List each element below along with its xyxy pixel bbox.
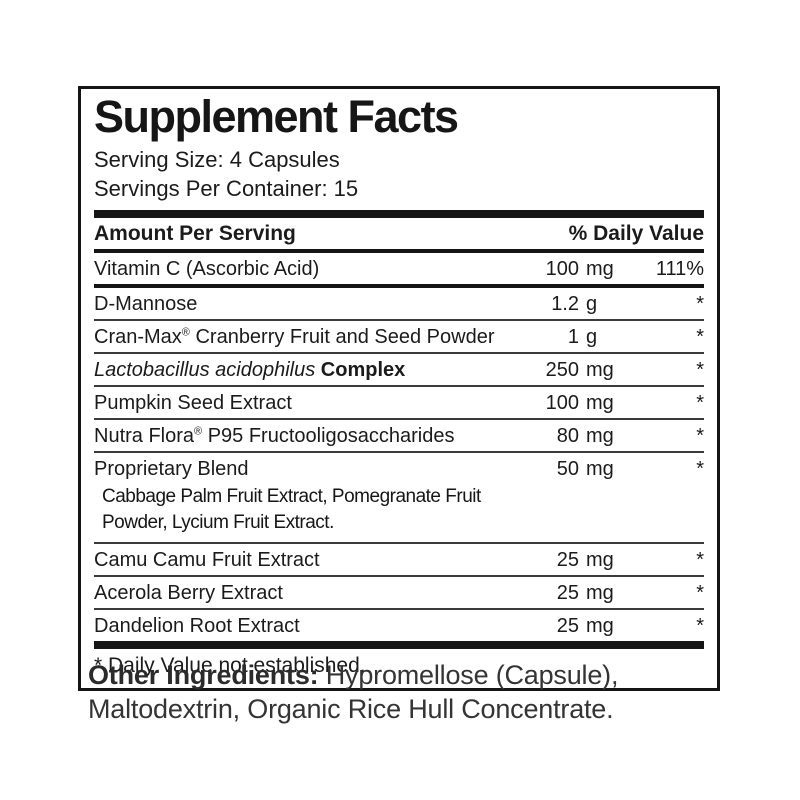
registered-trademark-symbol: ® bbox=[181, 325, 190, 338]
ingredient-amount: 1.2 bbox=[551, 292, 579, 315]
ingredient-name: D-Mannose bbox=[94, 292, 198, 315]
ingredient-daily-value: * bbox=[696, 581, 704, 604]
ingredient-daily-value: * bbox=[696, 358, 704, 381]
servings-per-container: Servings Per Container: 15 bbox=[94, 175, 359, 201]
ingredient-amount: 100 bbox=[545, 257, 579, 280]
other-ingredients: Other Ingredients: Hypromellose (Capsule… bbox=[88, 658, 698, 726]
ingredient-name: Cran-Max® Cranberry Fruit and Seed Powde… bbox=[94, 325, 495, 348]
table-row: Cran-Max® Cranberry Fruit and Seed Powde… bbox=[94, 321, 704, 354]
ingredient-amount: 1 bbox=[567, 325, 579, 348]
divider-thick-bottom bbox=[94, 640, 704, 649]
ingredient-unit: g bbox=[586, 325, 598, 348]
ingredient-name: Vitamin C (Ascorbic Acid) bbox=[94, 257, 320, 280]
supplement-facts-panel: Supplement Facts Serving Size: 4 Capsule… bbox=[78, 86, 720, 691]
ingredient-amount: 25 bbox=[556, 548, 579, 571]
panel-title: Supplement Facts bbox=[94, 91, 459, 142]
ingredient-amount: 25 bbox=[556, 581, 579, 604]
ingredient-unit: mg bbox=[586, 581, 614, 604]
ingredient-unit: mg bbox=[586, 257, 614, 280]
ingredient-daily-value: * bbox=[696, 548, 704, 571]
other-ingredients-label: Other Ingredients: bbox=[88, 660, 319, 690]
daily-value-footnote: * Daily Value not established. bbox=[94, 653, 366, 677]
serving-size: Serving Size: 4 Capsules bbox=[94, 146, 340, 172]
proprietary-blend-components: Cabbage Palm Fruit Extract, Pomegranate … bbox=[94, 484, 704, 542]
ingredient-amount: 250 bbox=[545, 358, 579, 381]
ingredient-daily-value: * bbox=[696, 457, 704, 480]
ingredient-amount: 100 bbox=[545, 391, 579, 414]
table-row: Pumpkin Seed Extract 100 mg * bbox=[94, 387, 704, 420]
ingredient-amount: 25 bbox=[556, 614, 579, 637]
ingredient-unit: mg bbox=[586, 548, 614, 571]
other-ingredients-text: Hypromellose (Capsule), Maltodextrin, Or… bbox=[88, 660, 619, 724]
ingredient-amount: 50 bbox=[556, 457, 579, 480]
ingredient-name: Dandelion Root Extract bbox=[94, 614, 300, 637]
ingredient-name: Pumpkin Seed Extract bbox=[94, 391, 292, 414]
ingredient-unit: mg bbox=[586, 457, 614, 480]
ingredient-amount: 80 bbox=[556, 424, 579, 447]
ingredient-unit: mg bbox=[586, 614, 614, 637]
ingredient-daily-value: 111% bbox=[655, 257, 704, 280]
table-row: Nutra Flora® P95 Fructooligosaccharides … bbox=[94, 420, 704, 453]
ingredient-name: Camu Camu Fruit Extract bbox=[94, 548, 320, 571]
ingredient-name: Acerola Berry Extract bbox=[94, 581, 283, 604]
ingredient-name: Lactobacillus acidophilus Complex bbox=[94, 358, 406, 381]
table-row: Dandelion Root Extract 25 mg * bbox=[94, 610, 704, 641]
table-row: Camu Camu Fruit Extract 25 mg * bbox=[94, 544, 704, 577]
table-row: Acerola Berry Extract 25 mg * bbox=[94, 577, 704, 610]
daily-value-header: % Daily Value bbox=[568, 221, 704, 245]
ingredient-daily-value: * bbox=[696, 325, 704, 348]
ingredient-name: Nutra Flora® P95 Fructooligosaccharides bbox=[94, 424, 455, 447]
ingredient-daily-value: * bbox=[696, 614, 704, 637]
ingredient-unit: mg bbox=[586, 358, 614, 381]
registered-trademark-symbol: ® bbox=[194, 424, 203, 437]
sub-ingredient-line: Powder, Lycium Fruit Extract. bbox=[102, 511, 334, 533]
ingredient-name: Proprietary Blend bbox=[94, 457, 249, 480]
table-row: D-Mannose 1.2 g * bbox=[94, 288, 704, 321]
sub-ingredient-line: Cabbage Palm Fruit Extract, Pomegranate … bbox=[102, 485, 481, 507]
table-row: Proprietary Blend 50 mg * bbox=[94, 453, 704, 484]
ingredient-daily-value: * bbox=[696, 391, 704, 414]
ingredient-unit: mg bbox=[586, 424, 614, 447]
table-row: Lactobacillus acidophilus Complex 250 mg… bbox=[94, 354, 704, 387]
ingredient-unit: mg bbox=[586, 391, 614, 414]
table-column-header: Amount Per Serving % Daily Value bbox=[94, 218, 704, 253]
table-row-group: Proprietary Blend 50 mg * Cabbage Palm F… bbox=[94, 453, 704, 544]
table-row: Vitamin C (Ascorbic Acid) 100 mg 111% bbox=[94, 253, 704, 288]
amount-per-serving-header: Amount Per Serving bbox=[94, 221, 296, 245]
ingredient-daily-value: * bbox=[696, 292, 704, 315]
ingredient-unit: g bbox=[586, 292, 598, 315]
ingredient-daily-value: * bbox=[696, 424, 704, 447]
divider-thick-top bbox=[94, 209, 704, 218]
